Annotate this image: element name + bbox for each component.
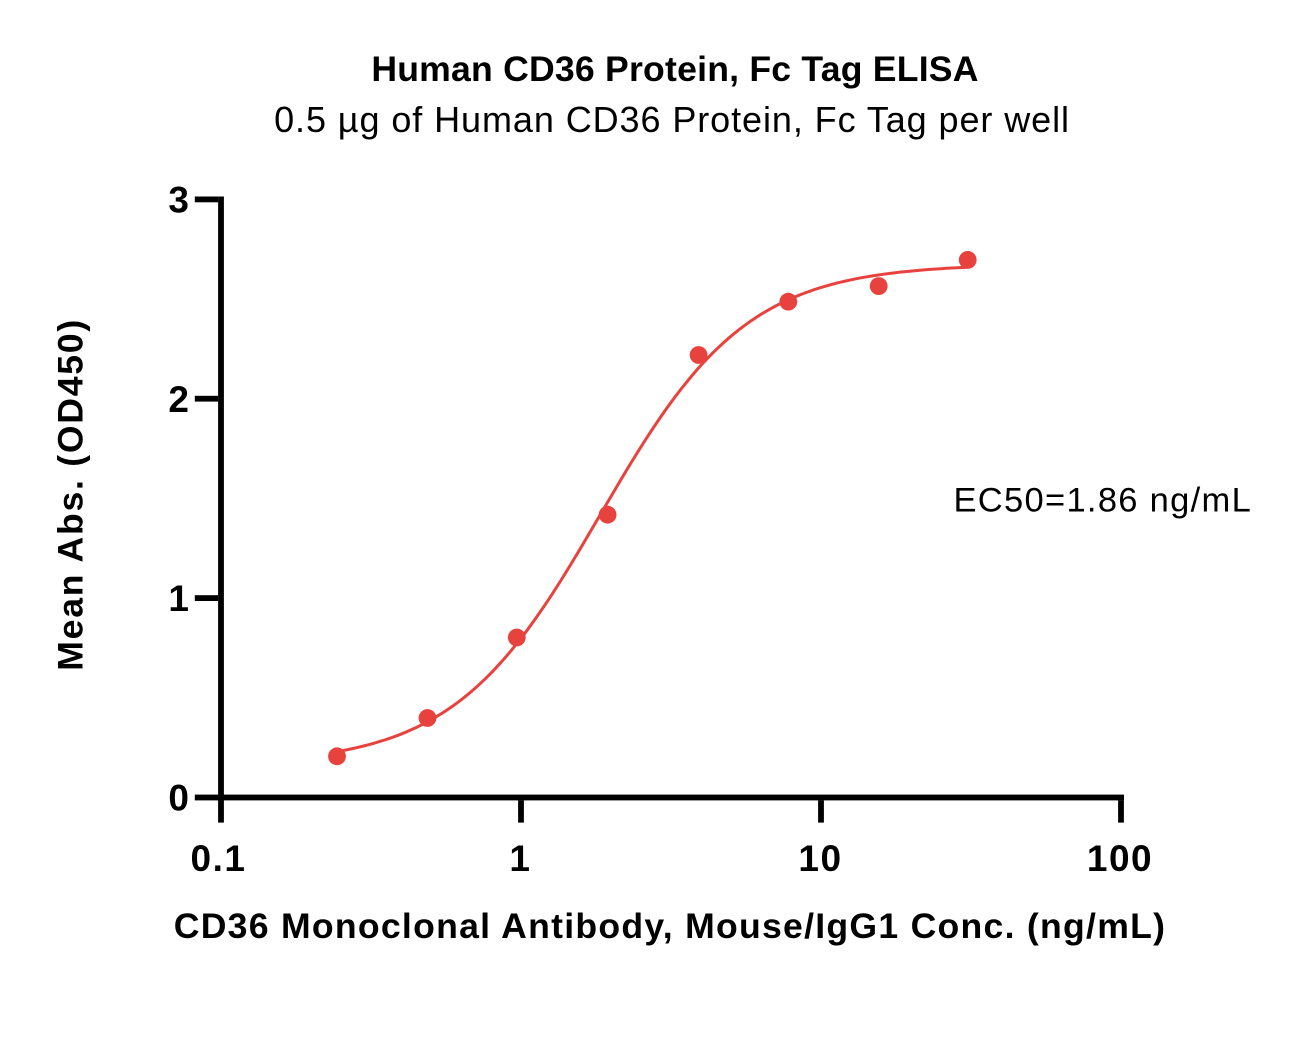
svg-text:Mean Abs. (OD450): Mean Abs. (OD450) <box>51 318 91 671</box>
svg-text:10: 10 <box>798 838 842 879</box>
svg-text:0.1: 0.1 <box>191 838 247 879</box>
svg-text:1: 1 <box>168 578 189 619</box>
svg-text:Human CD36 Protein, Fc Tag ELI: Human CD36 Protein, Fc Tag ELISA <box>371 49 978 89</box>
svg-text:2: 2 <box>168 379 189 420</box>
svg-text:0.5 µg of Human CD36 Protein,: 0.5 µg of Human CD36 Protein, Fc Tag per… <box>274 99 1070 140</box>
svg-text:EC50=1.86 ng/mL: EC50=1.86 ng/mL <box>954 482 1253 520</box>
svg-text:0: 0 <box>168 778 189 819</box>
svg-text:3: 3 <box>168 179 189 220</box>
svg-text:100: 100 <box>1087 838 1153 879</box>
svg-text:1: 1 <box>509 838 531 879</box>
svg-text:CD36 Monoclonal Antibody, Mous: CD36 Monoclonal Antibody, Mouse/IgG1 Con… <box>174 906 1166 946</box>
